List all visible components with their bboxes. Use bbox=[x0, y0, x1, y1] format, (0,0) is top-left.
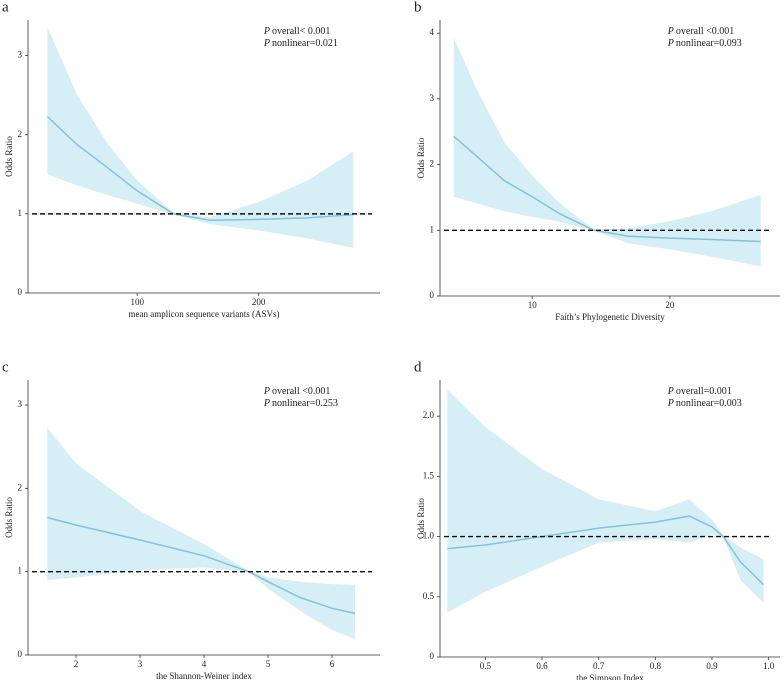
y-tick-label: 2 bbox=[18, 482, 23, 492]
y-tick-label: 3 bbox=[430, 93, 435, 103]
y-tick-label: 1.0 bbox=[423, 531, 435, 541]
y-tick-label: 0 bbox=[430, 651, 435, 661]
y-axis-label: Odds Ratio bbox=[4, 136, 14, 177]
y-tick-label: 2.0 bbox=[423, 410, 435, 420]
annotation-symbol: P bbox=[667, 26, 674, 37]
x-tick-label: 0.9 bbox=[706, 661, 718, 671]
y-tick-label: 1 bbox=[430, 224, 435, 234]
panel-label: c bbox=[2, 359, 9, 375]
panel-label: a bbox=[2, 0, 9, 15]
y-tick-label: 3 bbox=[18, 50, 23, 60]
annotation-symbol: P bbox=[263, 38, 270, 49]
confidence-band bbox=[47, 427, 356, 640]
y-axis-label: Odds Ratio bbox=[4, 497, 14, 538]
annotation-symbol: P bbox=[263, 398, 270, 409]
annotation-symbol: P bbox=[667, 398, 674, 409]
x-tick-label: 100 bbox=[130, 297, 144, 307]
annotation-symbol: P bbox=[667, 38, 674, 49]
x-tick-label: 0.5 bbox=[480, 661, 492, 671]
annotation-symbol: P bbox=[263, 26, 270, 37]
y-tick-label: 0 bbox=[430, 290, 435, 300]
y-axis-label: Odds Ratio bbox=[416, 137, 426, 178]
y-tick-label: 2 bbox=[430, 159, 435, 169]
spline-line bbox=[453, 135, 761, 243]
x-tick-label: 6 bbox=[330, 659, 335, 669]
x-tick-label: 2 bbox=[74, 659, 79, 669]
x-axis-label: Faith’s Phylogenetic Diversity bbox=[555, 312, 665, 322]
annotation-text: nonlinear=0.093 bbox=[676, 38, 742, 49]
annotation-symbol: P bbox=[667, 386, 674, 397]
x-tick-label: 0.6 bbox=[536, 661, 548, 671]
annotation-symbol: P bbox=[263, 386, 270, 397]
annotation-text: nonlinear=0.021 bbox=[272, 38, 338, 49]
panel-label: d bbox=[414, 359, 422, 375]
confidence-band bbox=[47, 27, 354, 248]
x-tick-label: 3 bbox=[138, 659, 143, 669]
annotation-text: overall=0.001 bbox=[676, 386, 732, 397]
y-tick-label: 3 bbox=[18, 399, 23, 409]
confidence-band bbox=[447, 389, 764, 613]
x-tick-label: 0.8 bbox=[650, 661, 662, 671]
x-tick-label: 0.7 bbox=[593, 661, 605, 671]
panel-label: b bbox=[414, 0, 422, 15]
y-tick-label: 2 bbox=[18, 129, 23, 139]
x-axis-label: mean amplicon sequence variants (ASVs) bbox=[129, 309, 280, 319]
x-tick-label: 1.0 bbox=[763, 661, 775, 671]
x-axis-label: the Simpson Index bbox=[576, 673, 644, 680]
spline-line bbox=[46, 115, 354, 221]
annotation-text: nonlinear=0.003 bbox=[676, 398, 742, 409]
annotation-text: overall< 0.001 bbox=[272, 26, 330, 37]
y-tick-label: 1 bbox=[18, 208, 23, 218]
x-tick-label: 200 bbox=[252, 297, 266, 307]
y-tick-label: 0.5 bbox=[423, 591, 435, 601]
annotation-text: overall <0.001 bbox=[676, 26, 734, 37]
y-axis-label: Odds Ratio bbox=[416, 498, 426, 539]
x-axis-label: the Shannon-Weiner index bbox=[156, 671, 252, 680]
annotation-text: overall <0.001 bbox=[272, 386, 330, 397]
x-tick-label: 5 bbox=[266, 659, 271, 669]
y-tick-label: 1.5 bbox=[423, 470, 435, 480]
y-tick-label: 0 bbox=[18, 649, 23, 659]
x-tick-label: 20 bbox=[665, 300, 675, 310]
y-tick-label: 0 bbox=[18, 287, 23, 297]
confidence-band bbox=[453, 37, 761, 267]
x-tick-label: 4 bbox=[202, 659, 207, 669]
y-tick-label: 4 bbox=[430, 27, 435, 37]
y-tick-label: 1 bbox=[18, 566, 23, 576]
annotation-text: nonlinear=0.253 bbox=[272, 398, 338, 409]
x-tick-label: 10 bbox=[528, 300, 538, 310]
spline-line bbox=[447, 515, 765, 586]
